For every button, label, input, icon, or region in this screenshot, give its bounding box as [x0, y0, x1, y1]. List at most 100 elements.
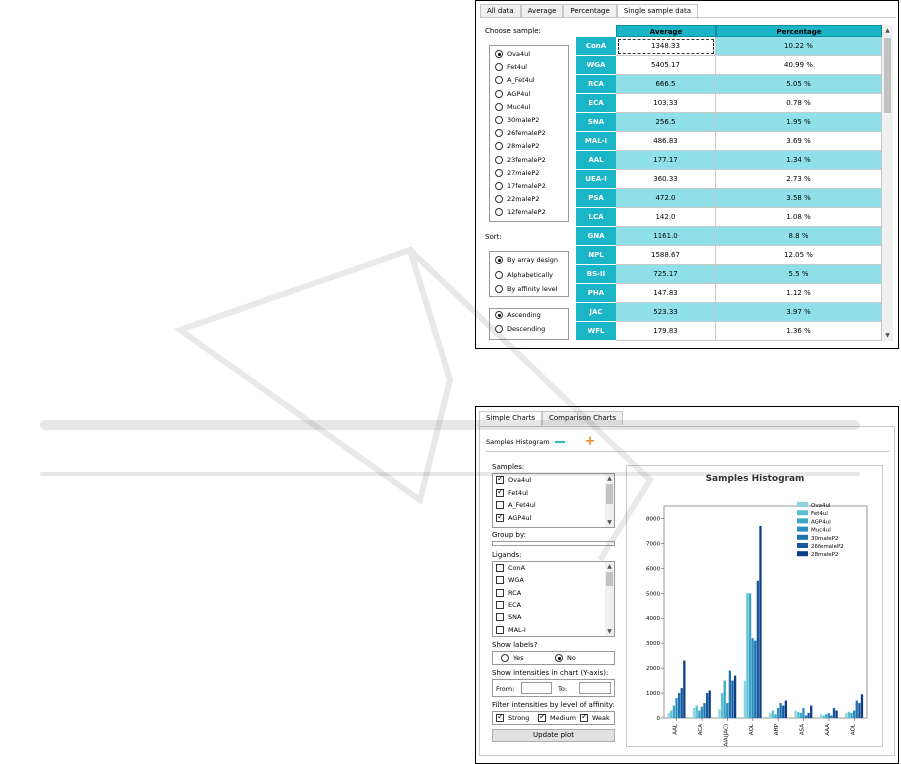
table-row-header[interactable]: AAL	[576, 151, 616, 170]
table-cell-percentage[interactable]: 8.8 %	[716, 227, 882, 246]
table-cell-percentage[interactable]: 2.73 %	[716, 170, 882, 189]
order-radio-0[interactable]: Ascending	[495, 311, 541, 319]
table-cell-percentage[interactable]: 1.34 %	[716, 151, 882, 170]
scroll-thumb[interactable]	[606, 572, 613, 586]
from-input[interactable]	[521, 682, 552, 694]
sort-radio-0[interactable]: By array design	[495, 256, 558, 264]
tab-average[interactable]: Average	[520, 4, 564, 18]
table-cell-average[interactable]: 360.33	[616, 170, 716, 189]
table-cell-percentage[interactable]: 3.69 %	[716, 132, 882, 151]
filter-medium[interactable]: Medium	[538, 712, 576, 722]
update-plot-button[interactable]: Update plot	[492, 729, 615, 742]
sample-radio-11[interactable]: 22maleP2	[495, 195, 539, 204]
table-cell-average[interactable]: 1588.67	[616, 246, 716, 265]
samples-scrollbar[interactable]: ▲ ▼	[605, 474, 614, 527]
table-cell-average[interactable]: 142.0	[616, 208, 716, 227]
sample-radio-12[interactable]: 12femaleP2	[495, 208, 546, 217]
sample-checkbox-1[interactable]: Fet4ul	[496, 487, 528, 497]
sample-radio-4[interactable]: Muc4ul	[495, 102, 530, 111]
scroll-thumb[interactable]	[884, 38, 891, 113]
table-scrollbar[interactable]: ▲ ▼	[882, 25, 893, 341]
table-cell-percentage[interactable]: 1.12 %	[716, 284, 882, 303]
table-row-header[interactable]: BS-II	[576, 265, 616, 284]
table-row-header[interactable]: RCA	[576, 75, 616, 94]
table-cell-average[interactable]: 179.83	[616, 322, 716, 341]
sample-radio-0[interactable]: Ova4ul	[495, 50, 530, 58]
ligand-checkbox-1[interactable]: WGA	[496, 576, 524, 585]
table-header-0[interactable]: Average	[616, 25, 716, 37]
table-row-header[interactable]: MAL-I	[576, 132, 616, 151]
sample-radio-3[interactable]: AGP4ul	[495, 89, 530, 98]
sample-radio-1[interactable]: Fet4ul	[495, 63, 527, 72]
table-row-header[interactable]: SNA	[576, 113, 616, 132]
table-cell-percentage[interactable]: 12.05 %	[716, 246, 882, 265]
sort-radio-1[interactable]: Alphabetically	[495, 270, 553, 279]
table-row-header[interactable]: NPL	[576, 246, 616, 265]
sample-checkbox-0[interactable]: Ova4ul	[496, 474, 531, 484]
table-cell-average[interactable]: 1348.33	[616, 37, 716, 56]
table-cell-percentage[interactable]: 0.78 %	[716, 94, 882, 113]
ligands-scrollbar[interactable]: ▲ ▼	[605, 562, 614, 636]
tab-all-data[interactable]: All data	[480, 4, 521, 18]
table-cell-percentage[interactable]: 3.97 %	[716, 303, 882, 322]
ligand-checkbox-3[interactable]: ECA	[496, 600, 521, 609]
order-radio-1[interactable]: Descending	[495, 325, 545, 333]
table-row-header[interactable]: PHA	[576, 284, 616, 303]
ligand-checkbox-4[interactable]: SNA	[496, 613, 521, 622]
sample-radio-6[interactable]: 26femaleP2	[495, 129, 546, 138]
table-cell-percentage[interactable]: 5.05 %	[716, 75, 882, 94]
table-header-1[interactable]: Percentage	[716, 25, 882, 37]
scroll-up-icon[interactable]: ▲	[607, 563, 612, 570]
table-row-header[interactable]: ECA	[576, 94, 616, 113]
ligand-checkbox-5[interactable]: MAL-I	[496, 625, 526, 634]
sample-checkbox-2[interactable]: A_Fet4ul	[496, 501, 536, 509]
scroll-thumb[interactable]	[606, 484, 613, 504]
sample-radio-8[interactable]: 23femaleP2	[495, 155, 546, 164]
filter-weak[interactable]: Weak	[580, 712, 610, 722]
sample-radio-2[interactable]: A_Fet4ul	[495, 76, 535, 85]
table-row-header[interactable]: ConA	[576, 37, 616, 56]
table-cell-average[interactable]: 256.5	[616, 113, 716, 132]
table-cell-percentage[interactable]: 40.99 %	[716, 56, 882, 75]
table-cell-average[interactable]: 486.83	[616, 132, 716, 151]
add-plus-icon[interactable]: +	[584, 434, 596, 449]
table-cell-average[interactable]: 147.83	[616, 284, 716, 303]
sort-radio-2[interactable]: By affinity level	[495, 285, 557, 293]
table-row-header[interactable]: JAC	[576, 303, 616, 322]
minimize-dash-icon[interactable]	[554, 441, 565, 443]
table-row-header[interactable]: WGA	[576, 56, 616, 75]
scroll-down-icon[interactable]: ▼	[607, 628, 612, 635]
table-row-header[interactable]: PSA	[576, 189, 616, 208]
table-cell-average[interactable]: 1161.0	[616, 227, 716, 246]
tab-percentage[interactable]: Percentage	[563, 4, 617, 18]
table-cell-average[interactable]: 523.33	[616, 303, 716, 322]
filter-strong[interactable]: Strong	[496, 712, 529, 722]
table-cell-average[interactable]: 103.33	[616, 94, 716, 113]
table-cell-percentage[interactable]: 3.58 %	[716, 189, 882, 208]
ligand-checkbox-2[interactable]: RCA	[496, 588, 521, 597]
group-by-select[interactable]	[492, 541, 615, 546]
table-cell-percentage[interactable]: 1.36 %	[716, 322, 882, 341]
show-labels-no[interactable]: No	[555, 654, 576, 662]
to-input[interactable]	[579, 682, 611, 694]
show-labels-yes[interactable]: Yes	[501, 654, 524, 662]
sample-checkbox-3[interactable]: AGP4ul	[496, 512, 531, 522]
table-row-header[interactable]: WFL	[576, 322, 616, 341]
table-cell-percentage[interactable]: 5.5 %	[716, 265, 882, 284]
tab-samples-histogram[interactable]: Samples Histogram +	[486, 433, 595, 451]
tab-comparison-charts[interactable]: Comparison Charts	[542, 411, 624, 425]
sample-radio-9[interactable]: 27maleP2	[495, 168, 539, 177]
table-row-header[interactable]: UEA-I	[576, 170, 616, 189]
table-cell-average[interactable]: 5405.17	[616, 56, 716, 75]
ligand-checkbox-0[interactable]: ConA	[496, 564, 525, 572]
sample-radio-7[interactable]: 28maleP2	[495, 142, 539, 151]
table-row-header[interactable]: GNA	[576, 227, 616, 246]
tab-simple-charts[interactable]: Simple Charts	[479, 411, 543, 426]
table-cell-average[interactable]: 666.5	[616, 75, 716, 94]
table-cell-average[interactable]: 725.17	[616, 265, 716, 284]
scroll-up-icon[interactable]: ▲	[607, 475, 612, 482]
table-cell-percentage[interactable]: 1.95 %	[716, 113, 882, 132]
scroll-up-icon[interactable]: ▲	[885, 27, 890, 34]
table-cell-average[interactable]: 177.17	[616, 151, 716, 170]
sample-radio-5[interactable]: 30maleP2	[495, 116, 539, 124]
